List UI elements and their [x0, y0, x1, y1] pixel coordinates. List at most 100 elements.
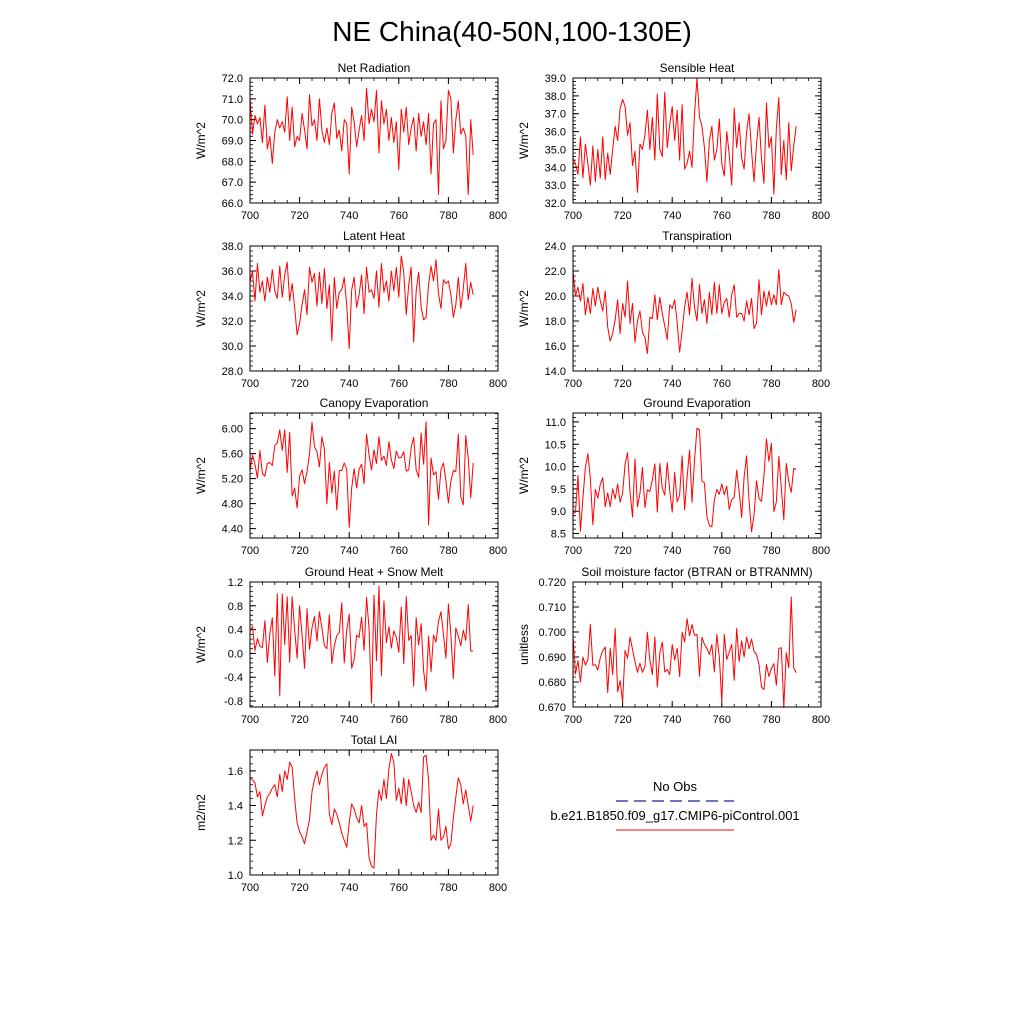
y-tick-label: 0.720: [538, 577, 566, 589]
x-tick-label: 720: [290, 545, 308, 557]
x-tick-label: 760: [390, 210, 408, 222]
x-tick-label: 780: [762, 210, 780, 222]
y-tick-label: 9.5: [551, 484, 566, 496]
y-tick-label: 24.0: [545, 241, 566, 253]
y-tick-label: 0.690: [538, 652, 566, 664]
y-tick-label: 36.0: [222, 266, 243, 278]
x-tick-label: 740: [340, 882, 358, 894]
y-tick-label: 0.700: [538, 627, 566, 639]
y-tick-label: 4.40: [222, 524, 243, 536]
x-tick-label: 720: [613, 210, 631, 222]
y-tick-label: 32.0: [222, 316, 243, 328]
x-tick-label: 780: [762, 714, 780, 726]
y-tick-label: 1.6: [228, 766, 243, 778]
minor-ticks: [572, 245, 822, 372]
y-tick-label: 9.0: [551, 506, 566, 518]
y-tick-label: 34.0: [545, 162, 566, 174]
chart-panel-ground-evaporation: Ground Evaporation 700 720 740 760 780 800 8.5 9…: [517, 396, 830, 557]
chart-panel-total-lai: Total LAI 700 720 740 760 780 800 1.0 1.2 1.4 1.6 m…: [194, 733, 507, 894]
x-tick-label: 740: [340, 714, 358, 726]
y-tick-label: 71.0: [222, 94, 243, 106]
x-tick-label: 800: [812, 210, 830, 222]
y-tick-label: 70.0: [222, 115, 243, 127]
y-tick-label: 10.5: [545, 439, 566, 451]
x-tick-label: 760: [713, 378, 731, 390]
x-tick-label: 800: [812, 545, 830, 557]
y-tick-label: 11.0: [545, 417, 566, 429]
y-axis-label: W/m^2: [194, 122, 208, 159]
y-tick-label: 4.80: [222, 499, 243, 511]
y-tick-label: 28.0: [222, 366, 243, 378]
series-line: [249, 87, 474, 196]
series-line: [572, 427, 797, 533]
x-tick-label: 800: [489, 378, 507, 390]
x-tick-label: 780: [439, 210, 457, 222]
legend-obs-label: No Obs: [653, 779, 698, 794]
x-tick-label: 700: [241, 882, 259, 894]
x-tick-label: 760: [390, 882, 408, 894]
y-tick-label: 22.0: [545, 266, 566, 278]
x-tick-label: 700: [564, 210, 582, 222]
x-tick-label: 740: [663, 545, 681, 557]
x-tick-label: 800: [812, 378, 830, 390]
y-tick-label: 33.0: [545, 180, 566, 192]
chart-panel-sensible-heat: Sensible Heat 700 720 740 760 780 800 32.0 33.0 3…: [517, 61, 830, 222]
panel-title: Latent Heat: [343, 229, 406, 243]
plot-frame: [572, 412, 822, 539]
y-tick-label: 36.0: [545, 127, 566, 139]
y-tick-label: 32.0: [545, 198, 566, 210]
y-tick-label: 14.0: [545, 366, 566, 378]
y-axis-label: W/m^2: [194, 457, 208, 494]
plot-frame: [249, 581, 499, 708]
y-tick-label: -0.4: [224, 672, 243, 684]
y-axis-label: W/m^2: [194, 290, 208, 327]
y-tick-label: 37.0: [545, 109, 566, 121]
figure-title: NE China(40-50N,100-130E): [332, 16, 692, 47]
panel-title: Net Radiation: [338, 61, 411, 75]
y-axis-label: W/m^2: [194, 626, 208, 663]
y-tick-label: 30.0: [222, 341, 243, 353]
x-tick-label: 740: [340, 545, 358, 557]
series-line: [249, 585, 474, 704]
x-tick-label: 800: [812, 714, 830, 726]
y-tick-label: 1.2: [228, 835, 243, 847]
plot-frame: [572, 77, 822, 204]
chart-panel-canopy-evaporation: Canopy Evaporation 700 720 740 760 780 800 4.40…: [194, 396, 507, 557]
plot-frame: [249, 245, 499, 372]
panel-title: Total LAI: [351, 733, 398, 747]
x-tick-label: 740: [340, 210, 358, 222]
y-tick-label: 1.4: [228, 801, 243, 813]
x-tick-label: 740: [663, 714, 681, 726]
series-line: [572, 269, 797, 354]
y-axis-label: unitless: [517, 624, 531, 665]
x-tick-label: 760: [390, 545, 408, 557]
chart-panel-soil-moisture-factor: Soil moisture factor (BTRAN or BTRANMN) 7…: [517, 565, 830, 726]
x-tick-label: 740: [663, 210, 681, 222]
panel-title: Sensible Heat: [660, 61, 735, 75]
y-tick-label: 66.0: [222, 198, 243, 210]
y-tick-label: -0.8: [224, 696, 243, 708]
series-line: [249, 421, 474, 528]
y-tick-label: 1.2: [228, 577, 243, 589]
series-line: [572, 77, 797, 195]
y-tick-label: 38.0: [545, 91, 566, 103]
plot-frame: [249, 77, 499, 204]
y-tick-label: 5.20: [222, 474, 243, 486]
panel-title: Transpiration: [662, 229, 732, 243]
x-tick-label: 700: [564, 714, 582, 726]
y-axis-label: m2/m2: [194, 794, 208, 831]
minor-ticks: [249, 413, 499, 538]
series-line: [249, 255, 474, 349]
x-tick-label: 800: [489, 545, 507, 557]
x-tick-label: 720: [613, 714, 631, 726]
y-tick-label: 16.0: [545, 341, 566, 353]
x-tick-label: 740: [340, 378, 358, 390]
x-tick-label: 780: [439, 545, 457, 557]
y-tick-label: 6.00: [222, 424, 243, 436]
y-tick-label: 72.0: [222, 73, 243, 85]
y-tick-label: 39.0: [545, 73, 566, 85]
x-tick-label: 720: [290, 378, 308, 390]
y-tick-label: 8.5: [551, 529, 566, 541]
panel-title: Soil moisture factor (BTRAN or BTRANMN): [581, 565, 812, 579]
x-tick-label: 700: [241, 714, 259, 726]
